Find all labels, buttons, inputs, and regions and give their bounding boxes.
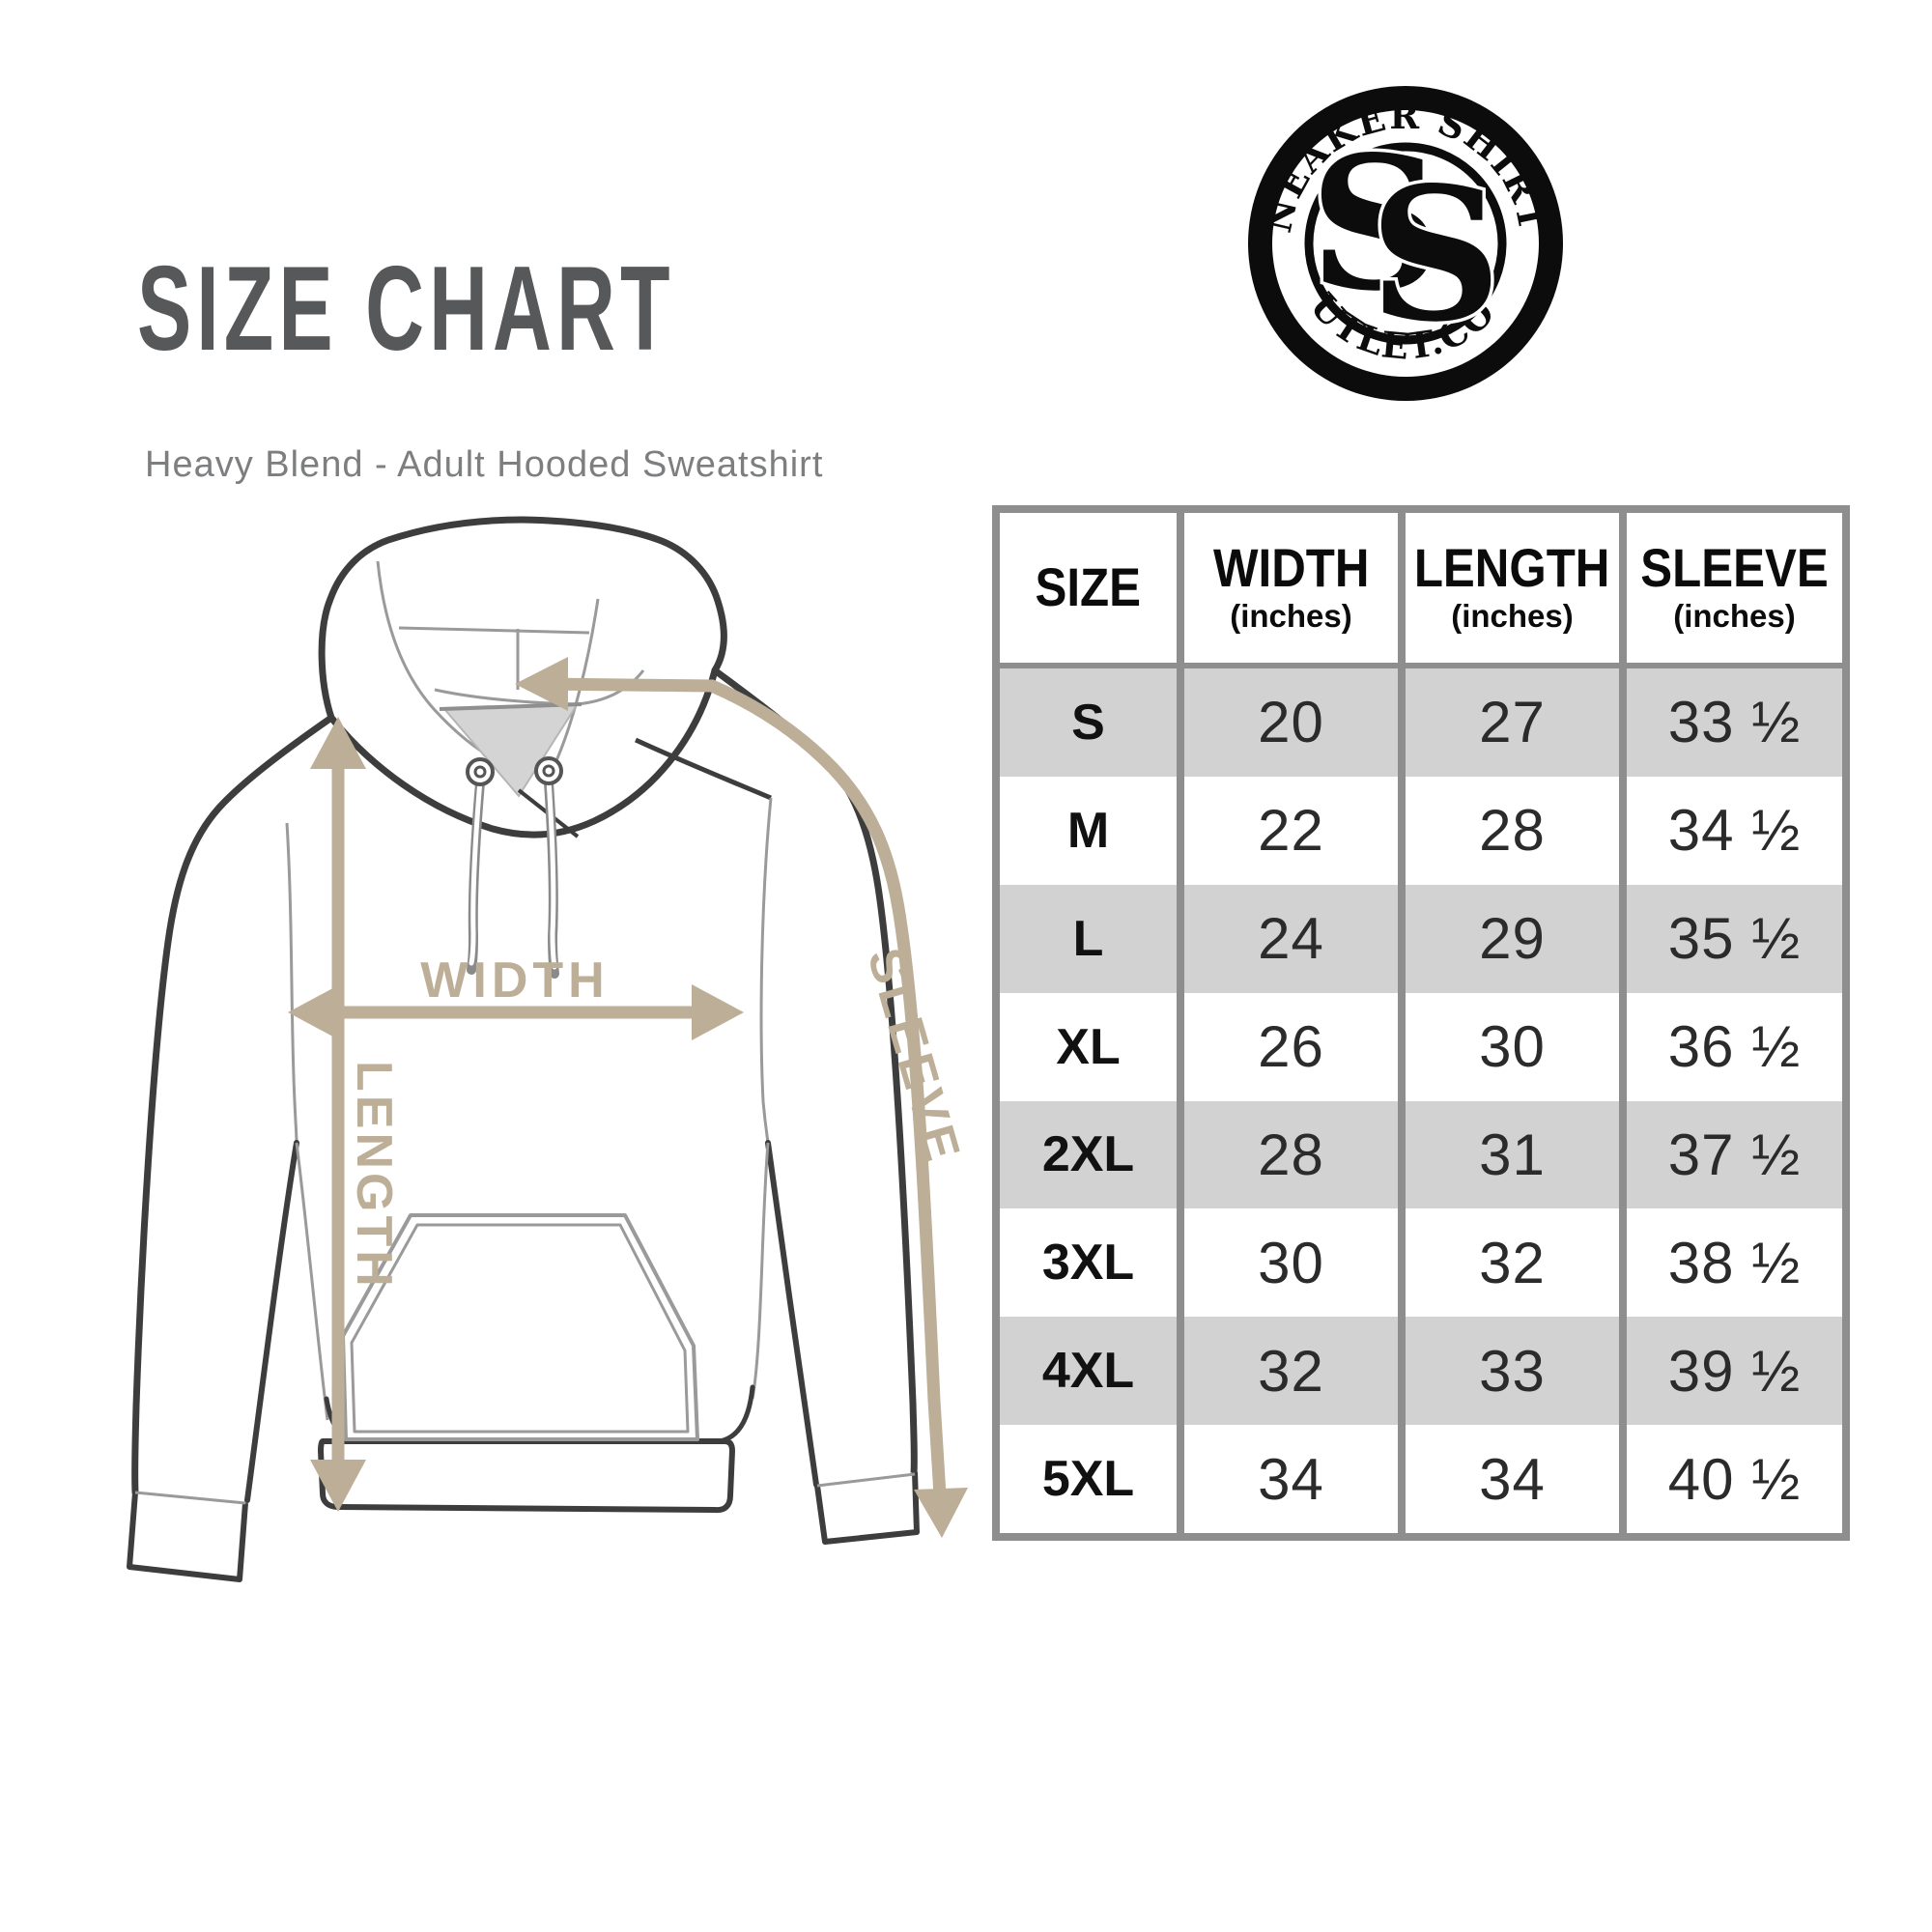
row-5xl-sleeve: 40 ½: [1627, 1425, 1842, 1533]
col-header-length-sub: (inches): [1451, 598, 1574, 635]
left-side-seam: [295, 1142, 329, 1421]
width-label: WIDTH: [420, 952, 609, 1009]
row-s-size: S: [1000, 668, 1177, 777]
right-drawstring-core: [546, 778, 557, 970]
row-s-width: 20: [1184, 668, 1398, 777]
right-cuff: [814, 1471, 920, 1545]
right-shoulder-sleeve-outline: [711, 667, 918, 1478]
brand-logo: SNEAKER SHIRTS OUTLET.COM S S: [1248, 86, 1563, 401]
col-header-length: LENGTH (inches): [1406, 513, 1619, 663]
row-4xl-sleeve: 39 ½: [1627, 1317, 1842, 1426]
right-eyelet-hole: [542, 764, 555, 778]
hoodie-diagram: WIDTH LENGTH SLEEVE: [127, 516, 971, 1582]
row-5xl-length: 34: [1406, 1425, 1619, 1533]
row-3xl-length: 32: [1406, 1208, 1619, 1318]
left-cuff-top-line: [134, 1491, 246, 1505]
row-s-sleeve: 33 ½: [1627, 668, 1842, 777]
row-4xl-width: 32: [1184, 1317, 1398, 1426]
logo-monogram-s1: S: [1309, 116, 1441, 331]
right-armhole-seam: [759, 797, 773, 1144]
row-2xl-sleeve: 37 ½: [1627, 1100, 1842, 1209]
left-eyelet-hole: [473, 765, 487, 779]
col-header-width-sub: (inches): [1230, 598, 1352, 635]
right-cuff-top-line: [816, 1472, 916, 1488]
row-m-width: 22: [1184, 776, 1398, 885]
row-xl-length: 30: [1406, 992, 1619, 1101]
length-label: LENGTH: [346, 1061, 402, 1291]
row-l-length: 29: [1406, 884, 1619, 993]
row-m-sleeve: 34 ½: [1627, 776, 1842, 885]
width-arrowhead-left: [288, 984, 340, 1040]
hood-outline: [318, 516, 727, 838]
right-inner-sleeve-seam: [765, 1140, 819, 1488]
pocket-inner-line: [350, 1223, 690, 1434]
sleeve-arrowhead-neck: [515, 657, 568, 711]
right-side-seam: [751, 1142, 770, 1400]
page-title: SIZE CHART: [137, 242, 675, 376]
sleeve-arrowhead-cuff: [914, 1488, 968, 1538]
col-header-width: WIDTH (inches): [1184, 513, 1398, 663]
row-m-size: M: [1000, 776, 1177, 885]
hood-inner-left-line: [376, 560, 502, 765]
row-xl-sleeve: 36 ½: [1627, 992, 1842, 1101]
row-2xl-width: 28: [1184, 1100, 1398, 1209]
col-header-sleeve-label: SLEEVE: [1640, 537, 1829, 599]
row-xl-width: 26: [1184, 992, 1398, 1101]
hood-back-panel-line: [398, 626, 590, 635]
length-arrowhead-top: [310, 717, 366, 769]
row-3xl-width: 30: [1184, 1208, 1398, 1318]
left-armhole-seam: [285, 822, 298, 1144]
row-3xl-size: 3XL: [1000, 1208, 1177, 1318]
row-3xl-sleeve: 38 ½: [1627, 1208, 1842, 1318]
row-m-length: 28: [1406, 776, 1619, 885]
logo-monogram-s2: S: [1369, 147, 1501, 362]
row-4xl-length: 33: [1406, 1317, 1619, 1426]
hem-band: [318, 1438, 735, 1514]
length-arrowhead-bottom: [310, 1460, 366, 1512]
size-table: SIZE WIDTH (inches) LENGTH (inches) SLEE…: [992, 505, 1850, 1541]
left-cuff: [127, 1492, 248, 1582]
row-5xl-width: 34: [1184, 1425, 1398, 1533]
product-subtitle: Heavy Blend - Adult Hooded Sweatshirt: [145, 444, 824, 485]
col-header-sleeve-sub: (inches): [1673, 598, 1796, 635]
row-4xl-size: 4XL: [1000, 1317, 1177, 1426]
col-header-sleeve: SLEEVE (inches): [1627, 513, 1842, 663]
col-header-size-label: SIZE: [1035, 556, 1142, 618]
width-arrowhead-right: [692, 984, 744, 1040]
right-hem-curve: [717, 1384, 755, 1444]
row-2xl-length: 31: [1406, 1100, 1619, 1209]
sleeve-arrow-line: [540, 677, 947, 1496]
row-l-size: L: [1000, 884, 1177, 993]
col-header-width-label: WIDTH: [1212, 537, 1370, 599]
left-drawstring-core: [469, 778, 483, 966]
col-header-size: SIZE: [1000, 513, 1177, 663]
row-s-length: 27: [1406, 668, 1619, 777]
left-inner-sleeve-seam: [244, 1140, 299, 1503]
row-l-sleeve: 35 ½: [1627, 884, 1842, 993]
sleeve-label: SLEEVE: [856, 942, 971, 1170]
col-header-length-label: LENGTH: [1414, 537, 1610, 599]
right-shoulder-seam: [634, 737, 772, 801]
row-xl-size: XL: [1000, 992, 1177, 1101]
row-2xl-size: 2XL: [1000, 1100, 1177, 1209]
left-shoulder-sleeve-outline: [131, 714, 335, 1496]
logo-inner-ring: [1304, 142, 1507, 345]
row-5xl-size: 5XL: [1000, 1425, 1177, 1533]
row-l-width: 24: [1184, 884, 1398, 993]
